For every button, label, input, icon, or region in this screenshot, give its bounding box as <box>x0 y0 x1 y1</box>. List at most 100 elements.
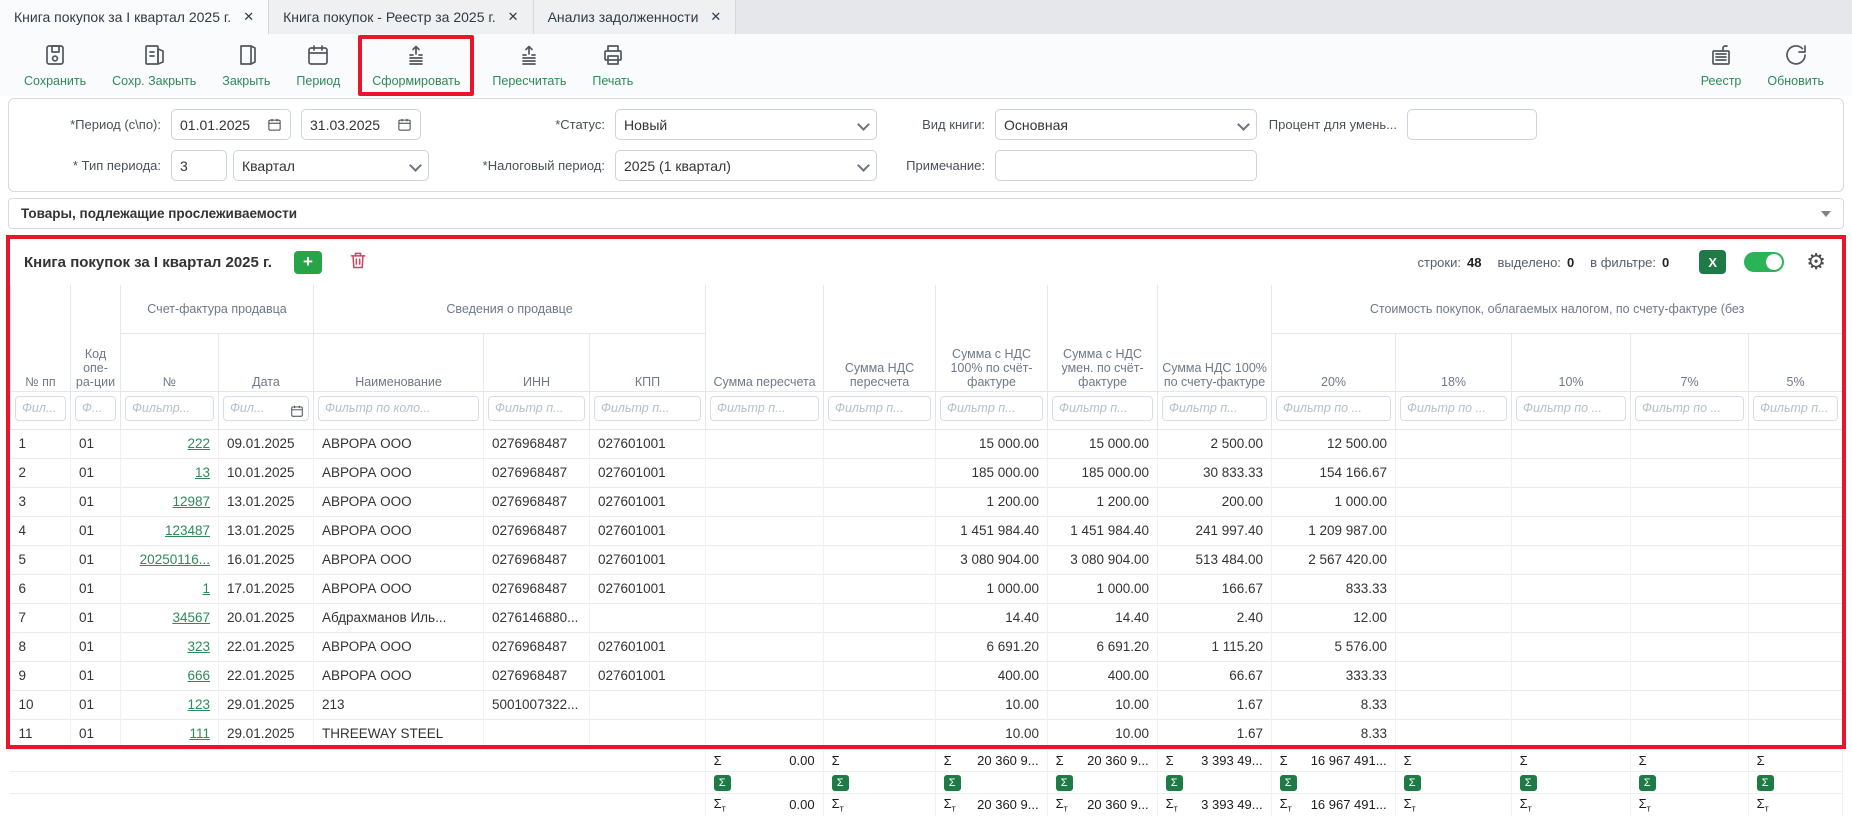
cell-rate-18[interactable] <box>1395 573 1513 603</box>
cell-rate-7[interactable] <box>1630 602 1750 632</box>
invoice-link[interactable]: 111 <box>189 726 210 742</box>
table-row[interactable]: 8 01 323 22.01.2025 АВРОРА ООО 027696848… <box>10 631 1842 661</box>
cell-rate-5[interactable] <box>1748 602 1842 632</box>
invoice-link[interactable]: 1 <box>202 581 210 596</box>
invoice-link[interactable]: 20250116... <box>139 552 210 567</box>
cell-rate-7[interactable] <box>1630 718 1750 745</box>
save-button[interactable]: Сохранить <box>14 39 96 92</box>
cell-invoice-date[interactable]: 13.01.2025 <box>218 515 315 545</box>
cell-vat-sum-100[interactable]: 30 833.33 <box>1157 457 1273 487</box>
cell-sum-with-vat-100[interactable]: 400.00 <box>935 660 1049 690</box>
cell-rate-7[interactable] <box>1630 544 1750 574</box>
cell-rate-5[interactable] <box>1748 457 1842 487</box>
cell-rate-5[interactable] <box>1748 573 1842 603</box>
refresh-button[interactable]: Обновить <box>1757 39 1834 92</box>
period-to-input[interactable] <box>310 116 393 133</box>
cell-rate-20[interactable]: 154 166.67 <box>1271 457 1397 487</box>
cell-rate-20[interactable]: 5 576.00 <box>1271 631 1397 661</box>
invoice-link[interactable]: 123487 <box>164 523 210 538</box>
cell-rate-5[interactable] <box>1748 428 1842 458</box>
cell-sum-with-vat-reduced[interactable]: 1 000.00 <box>1047 573 1159 603</box>
cell-recalc-sum[interactable] <box>705 486 825 516</box>
cell-seller-name[interactable]: Абдрахманов Иль... <box>313 602 485 632</box>
cell-seller-name[interactable]: THREEWAY STEEL <box>313 718 485 745</box>
cell-npp[interactable]: 1 <box>10 428 71 458</box>
excel-export-button[interactable]: X <box>1699 250 1727 274</box>
cell-invoice-number[interactable]: 111 <box>120 718 219 745</box>
invoice-link[interactable]: 34567 <box>172 610 210 625</box>
cell-sum-with-vat-reduced[interactable]: 1 200.00 <box>1047 486 1159 516</box>
cell-rate-10[interactable] <box>1511 428 1632 458</box>
cell-rate-10[interactable] <box>1511 689 1632 719</box>
cell-rate-5[interactable] <box>1748 660 1842 690</box>
cell-rate-18[interactable] <box>1395 718 1513 745</box>
cell-invoice-date[interactable]: 16.01.2025 <box>218 544 315 574</box>
sum-badge-icon[interactable]: Σ <box>713 775 731 791</box>
percent-field[interactable] <box>1407 109 1537 140</box>
traceable-goods-section[interactable]: Товары, подлежащие прослеживаемости <box>8 198 1844 229</box>
cell-kpp[interactable]: 027601001 <box>589 428 707 458</box>
gear-icon[interactable]: ⚙ <box>1806 249 1826 274</box>
calendar-icon[interactable] <box>267 117 282 132</box>
cell-rate-18[interactable] <box>1395 428 1513 458</box>
cell-rate-10[interactable] <box>1511 718 1632 745</box>
cell-rate-5[interactable] <box>1748 631 1842 661</box>
cell-rate-18[interactable] <box>1395 660 1513 690</box>
table-row[interactable]: 11 01 111 29.01.2025 THREEWAY STEEL 10.0… <box>10 718 1842 745</box>
cell-kpp[interactable]: 027601001 <box>589 457 707 487</box>
cell-recalc-vat-sum[interactable] <box>823 660 937 690</box>
cell-kpp[interactable]: 027601001 <box>589 486 707 516</box>
cell-npp[interactable]: 3 <box>10 486 71 516</box>
cell-rate-20[interactable]: 1 209 987.00 <box>1271 515 1397 545</box>
cell-sum-with-vat-reduced[interactable]: 1 451 984.40 <box>1047 515 1159 545</box>
cell-vat-sum-100[interactable]: 1 115.20 <box>1157 631 1273 661</box>
cell-sum-with-vat-reduced[interactable]: 185 000.00 <box>1047 457 1159 487</box>
table-row[interactable]: 4 01 123487 13.01.2025 АВРОРА ООО 027696… <box>10 515 1842 545</box>
sum-badge-icon[interactable]: Σ <box>1519 775 1537 791</box>
cell-invoice-date[interactable]: 22.01.2025 <box>218 631 315 661</box>
filter-input-rate-5[interactable] <box>1753 395 1839 421</box>
cell-rate-20[interactable]: 12 500.00 <box>1271 428 1397 458</box>
cell-inn[interactable]: 0276968487 <box>483 515 591 545</box>
cell-rate-18[interactable] <box>1395 689 1513 719</box>
cell-sum-with-vat-100[interactable]: 14.40 <box>935 602 1049 632</box>
cell-invoice-date[interactable]: 09.01.2025 <box>218 428 315 458</box>
filter-input-rate-18[interactable] <box>1400 395 1508 421</box>
status-select[interactable]: Новый <box>615 109 877 140</box>
cell-recalc-vat-sum[interactable] <box>823 515 937 545</box>
cell-invoice-date[interactable]: 22.01.2025 <box>218 660 315 690</box>
cell-vat-sum-100[interactable]: 1.67 <box>1157 718 1273 745</box>
cell-kpp[interactable]: 027601001 <box>589 515 707 545</box>
cell-recalc-vat-sum[interactable] <box>823 573 937 603</box>
cell-operation-code[interactable]: 01 <box>70 544 121 574</box>
cell-npp[interactable]: 11 <box>10 718 71 745</box>
cell-sum-with-vat-100[interactable]: 1 451 984.40 <box>935 515 1049 545</box>
filter-input-inn[interactable] <box>488 395 586 421</box>
sum-badge-icon[interactable]: Σ <box>1165 775 1183 791</box>
calendar-icon[interactable] <box>290 404 304 418</box>
period-to-field[interactable] <box>301 109 421 140</box>
cell-inn[interactable]: 0276968487 <box>483 457 591 487</box>
cell-invoice-number[interactable]: 323 <box>120 631 219 661</box>
cell-vat-sum-100[interactable]: 1.67 <box>1157 689 1273 719</box>
cell-kpp[interactable] <box>589 602 707 632</box>
cell-inn[interactable]: 0276968487 <box>483 428 591 458</box>
sum-badge-icon[interactable]: Σ <box>1403 775 1421 791</box>
cell-sum-with-vat-reduced[interactable]: 15 000.00 <box>1047 428 1159 458</box>
cell-seller-name[interactable]: АВРОРА ООО <box>313 486 485 516</box>
cell-rate-5[interactable] <box>1748 486 1842 516</box>
table-row[interactable]: 7 01 34567 20.01.2025 Абдрахманов Иль...… <box>10 602 1842 632</box>
cell-invoice-number[interactable]: 123 <box>120 689 219 719</box>
cell-invoice-date[interactable]: 20.01.2025 <box>218 602 315 632</box>
cell-recalc-sum[interactable] <box>705 602 825 632</box>
cell-operation-code[interactable]: 01 <box>70 602 121 632</box>
cell-inn[interactable] <box>483 718 591 745</box>
cell-inn[interactable]: 0276968487 <box>483 631 591 661</box>
table-row[interactable]: 9 01 666 22.01.2025 АВРОРА ООО 027696848… <box>10 660 1842 690</box>
close-document-button[interactable]: Закрыть <box>212 39 280 92</box>
note-input[interactable] <box>1004 157 1248 174</box>
cell-recalc-sum[interactable] <box>705 428 825 458</box>
cell-invoice-date[interactable]: 17.01.2025 <box>218 573 315 603</box>
cell-rate-20[interactable]: 333.33 <box>1271 660 1397 690</box>
cell-operation-code[interactable]: 01 <box>70 457 121 487</box>
